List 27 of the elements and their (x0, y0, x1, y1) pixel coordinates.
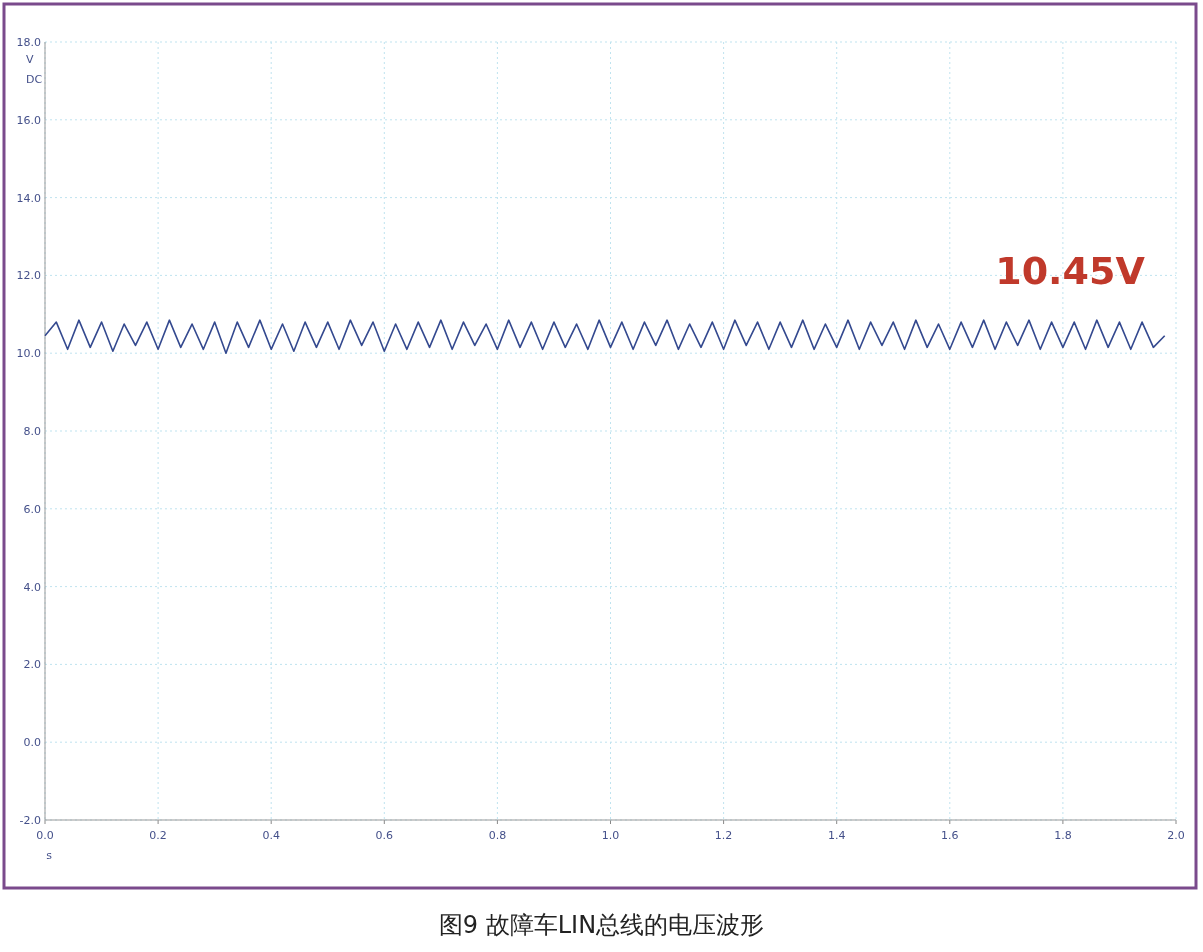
y-tick-label: 12.0 (16, 269, 41, 283)
line-series (44, 319, 1166, 354)
x-tick-label: 1.6 (941, 829, 959, 842)
x-tick-label: 2.0 (1167, 829, 1185, 842)
y-tick-label: 8.0 (23, 425, 41, 438)
y-tick-label: 14.0 (16, 191, 41, 205)
text: 图9 故障车LIN总线的电压波形 (438, 911, 765, 939)
y-tick-label: -2.0 (19, 814, 41, 827)
x-tick-label: 0.8 (488, 829, 507, 842)
x-tick-label: 0.6 (375, 829, 394, 842)
x-tick-label: 0.2 (149, 829, 167, 842)
y-tick-label: 2.0 (23, 658, 41, 672)
annotation: 10.45V (995, 249, 1146, 293)
x-tick-label: 0.4 (262, 829, 280, 842)
y-tick-label: 0.0 (23, 736, 41, 750)
y-tick-label: 4.0 (23, 580, 41, 594)
y-tick-label: 18.0 (16, 36, 41, 49)
y-tick-label: 6.0 (23, 502, 41, 516)
x-tick-label: 1.0 (601, 829, 620, 842)
x-tick-label: 1.4 (827, 829, 846, 842)
x-tick-label: 1.2 (714, 829, 733, 842)
x-axis-title: s (46, 849, 53, 862)
x-tick-label: 0.0 (36, 829, 54, 842)
y-tick-label: 16.0 (16, 113, 41, 127)
y-tick-label: 10.0 (16, 347, 41, 361)
x-tick-label: 1.8 (1054, 829, 1072, 842)
y-axis-title: V DC (26, 53, 43, 86)
